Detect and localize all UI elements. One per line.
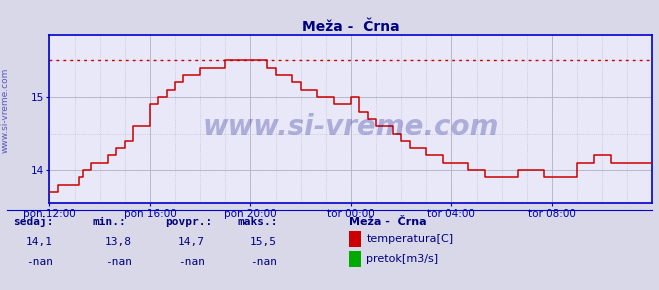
- Text: 14,1: 14,1: [26, 237, 53, 247]
- Text: Meža -  Črna: Meža - Črna: [349, 217, 427, 227]
- Text: temperatura[C]: temperatura[C]: [366, 233, 453, 244]
- Text: www.si-vreme.com: www.si-vreme.com: [1, 68, 10, 153]
- Text: 14,7: 14,7: [178, 237, 204, 247]
- Title: Meža -  Črna: Meža - Črna: [302, 20, 400, 34]
- Text: povpr.:: povpr.:: [165, 217, 212, 227]
- Text: 15,5: 15,5: [250, 237, 277, 247]
- Text: maks.:: maks.:: [237, 217, 277, 227]
- Text: min.:: min.:: [92, 217, 126, 227]
- Text: -nan: -nan: [105, 257, 132, 267]
- Text: -nan: -nan: [178, 257, 204, 267]
- Text: 13,8: 13,8: [105, 237, 132, 247]
- Text: sedaj:: sedaj:: [13, 216, 53, 227]
- Text: -nan: -nan: [250, 257, 277, 267]
- Text: www.si-vreme.com: www.si-vreme.com: [203, 113, 499, 141]
- Text: pretok[m3/s]: pretok[m3/s]: [366, 254, 438, 264]
- Text: -nan: -nan: [26, 257, 53, 267]
